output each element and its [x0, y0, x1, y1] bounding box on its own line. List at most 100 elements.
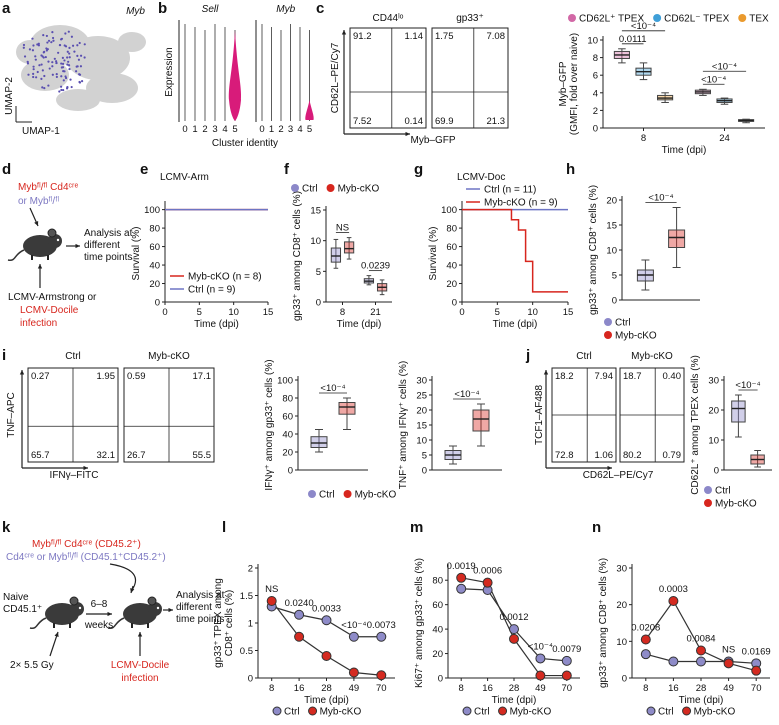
umap-point	[83, 56, 86, 59]
flow-event	[510, 120, 512, 122]
analysis-text: different	[84, 240, 120, 251]
y-axis-label: gp33⁺ among CD8⁺ cells (%)	[292, 191, 303, 321]
y-tick-label: 10	[587, 36, 598, 47]
significance-label: <10⁻⁴	[454, 389, 479, 400]
mouse-eye	[56, 238, 60, 242]
quadrant-value: 7.52	[353, 116, 372, 127]
flow-frame	[349, 27, 427, 129]
x-tick-label: 10	[527, 307, 538, 318]
umap-point	[22, 43, 26, 47]
panel-letter: e	[140, 161, 148, 178]
x-axis-label: Time (dpi)	[662, 145, 707, 156]
flow-event	[350, 19, 352, 21]
legend-label: Myb-cKO (n = 9)	[484, 198, 558, 209]
point	[509, 633, 519, 644]
flow-xlabel: CD62L–PE/Cy7	[583, 470, 654, 481]
umap-point	[60, 62, 63, 65]
umap-point	[45, 34, 48, 38]
umap-point	[46, 41, 49, 44]
violin-category: 4	[222, 124, 227, 135]
point	[751, 665, 762, 676]
y-tick-label: 15	[606, 221, 617, 232]
legend-label: Myb-cKO (n = 8)	[188, 272, 262, 283]
umap-point	[73, 50, 76, 53]
umap-point	[38, 64, 41, 67]
umap-point	[40, 63, 43, 66]
violin-category: 0	[182, 124, 187, 135]
box	[731, 400, 746, 423]
flow-event	[428, 118, 430, 120]
flow-event	[458, 130, 460, 132]
y-tick-label: 20	[282, 448, 293, 459]
umap-point	[47, 84, 50, 87]
umap-point	[61, 62, 65, 66]
legend-label: Ctrl	[615, 318, 631, 329]
violin-xlabel: Cluster identity	[212, 138, 278, 149]
flow-event	[437, 131, 439, 133]
y-tick-label: 0	[622, 674, 627, 685]
analysis-text: Analysis at	[84, 228, 133, 239]
y-tick-label: 60	[446, 242, 457, 253]
flow-event	[489, 130, 491, 132]
point	[561, 655, 572, 666]
x-tick-label: 8	[643, 683, 648, 694]
umap-cluster	[16, 40, 44, 64]
quadrant-value: 1.95	[97, 371, 116, 382]
x-tick-label: 0	[459, 307, 464, 318]
flow-event	[507, 132, 509, 134]
legend-swatch	[653, 14, 662, 22]
legend-swatch	[704, 499, 712, 507]
legend-label: Myb-cKO	[694, 707, 736, 718]
umap-point	[76, 54, 79, 57]
y-tick-label: 1.5	[240, 591, 253, 602]
flow-event	[514, 115, 516, 117]
point	[696, 656, 706, 667]
y-axis-label: Myb–GFP	[558, 61, 569, 106]
flow-title: CD44ˡᵒ	[373, 13, 404, 24]
y-axis-label: gp33⁺ among CD8⁺ cells (%)	[588, 185, 599, 315]
umap-point	[68, 46, 71, 50]
umap-point	[55, 60, 58, 63]
infection-text: infection	[121, 673, 158, 684]
umap-point	[48, 67, 51, 70]
quadrant-value: 26.7	[127, 450, 146, 461]
flow-event	[461, 132, 463, 134]
legend-label: Ctrl	[715, 486, 731, 497]
legend-swatch	[738, 14, 747, 22]
significance-label: 0.0019	[447, 561, 476, 572]
y-tick-label: 60	[282, 412, 293, 423]
umap-point	[78, 41, 81, 45]
y-tick-label: 40	[282, 430, 293, 441]
x-tick-label: 70	[562, 683, 573, 694]
flow-event	[351, 25, 353, 27]
panel-letter: b	[158, 0, 167, 17]
flow-event	[512, 102, 514, 104]
point	[535, 670, 546, 681]
y-tick-label: 40	[446, 261, 457, 272]
legend-swatch	[498, 706, 508, 716]
significance-label: <10⁻⁴	[341, 620, 366, 631]
significance-label: 0.0079	[552, 644, 581, 655]
legend-swatch	[308, 706, 318, 716]
umap-point	[35, 76, 38, 79]
flow-event	[497, 131, 499, 133]
flow-event	[341, 26, 343, 28]
umap-point	[60, 75, 63, 78]
legend-label: Myb-cKO	[510, 707, 552, 718]
genotype: Mybᶠˡ/ᶠˡ Cd4ᶜʳᵉ	[18, 182, 78, 193]
legend-swatch	[343, 490, 352, 498]
umap-point	[45, 49, 48, 52]
flow-event	[506, 129, 508, 131]
y-tick-label: 20	[606, 196, 617, 207]
flow-event	[420, 130, 422, 132]
flow-event	[514, 95, 516, 97]
significance-label: <10⁻⁴	[712, 61, 737, 72]
flow-border	[27, 367, 119, 463]
flow-xlabel: Myb–GFP	[410, 135, 455, 146]
umap-point	[41, 86, 44, 89]
x-axis-label: Time (dpi)	[492, 695, 537, 706]
legend-label: Ctrl	[284, 707, 300, 718]
interval-text: weeks	[84, 620, 113, 631]
flow-event	[511, 105, 513, 107]
quadrant-value: 17.1	[193, 371, 212, 382]
